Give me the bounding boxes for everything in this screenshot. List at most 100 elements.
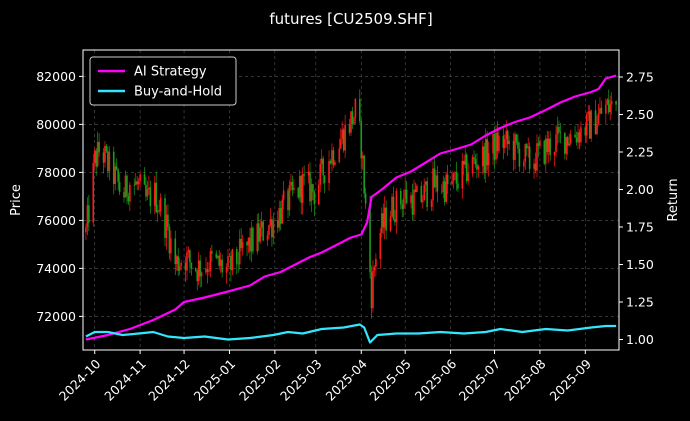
candle-body xyxy=(271,219,273,238)
plot-frame xyxy=(82,49,620,351)
candle-body xyxy=(508,140,510,145)
candle-body xyxy=(391,196,393,217)
candle-body xyxy=(168,226,171,254)
right-tick-label: 2.75 xyxy=(626,70,654,85)
candle-body xyxy=(533,163,535,169)
candle-body xyxy=(105,146,108,152)
candle-body xyxy=(177,256,179,271)
candle-body xyxy=(85,227,87,233)
candle-body xyxy=(216,255,219,258)
right-tick-label: 2.25 xyxy=(626,145,654,160)
candle-body xyxy=(597,113,600,124)
candle-body xyxy=(230,255,232,271)
candle-body xyxy=(218,255,220,266)
candle-body xyxy=(410,195,412,204)
candle-body xyxy=(167,214,169,227)
candle-body xyxy=(215,253,218,258)
candle-body xyxy=(231,249,234,271)
candle-body xyxy=(351,111,354,125)
candle-body xyxy=(298,175,301,198)
candle-body xyxy=(609,104,612,113)
right-tick-label: 1.25 xyxy=(626,295,654,310)
right-axis-label: Return xyxy=(666,178,681,221)
candle-body xyxy=(443,181,446,202)
candle-body xyxy=(440,191,443,193)
candle-body xyxy=(464,154,467,165)
candle-body xyxy=(165,214,168,238)
candle-body xyxy=(587,111,590,115)
candle-body xyxy=(452,173,455,181)
candle-body xyxy=(174,238,177,264)
candle-body xyxy=(585,114,588,136)
return-lines xyxy=(85,74,617,344)
candle-body xyxy=(549,138,551,156)
candle-body xyxy=(564,132,566,154)
candle-body xyxy=(319,163,322,185)
candle-body xyxy=(104,146,106,163)
candle-body xyxy=(238,238,241,265)
series-line-ai-strategy xyxy=(85,74,617,341)
candle-body xyxy=(228,255,231,257)
candle-body xyxy=(209,251,212,271)
candle-body xyxy=(493,134,496,160)
candle-body xyxy=(399,190,402,205)
candle-body xyxy=(129,184,131,202)
candle-body xyxy=(186,252,188,271)
candle-body xyxy=(240,238,242,248)
candle-body xyxy=(148,187,150,190)
candle-body xyxy=(514,134,516,160)
candle-body xyxy=(95,150,97,167)
candle-body xyxy=(178,266,181,271)
candle-body xyxy=(133,184,136,186)
series-line-buy-and-hold xyxy=(85,323,617,344)
candle-body xyxy=(565,137,568,154)
candle-body xyxy=(237,263,240,265)
candle-body xyxy=(369,203,371,273)
candle-body xyxy=(117,169,119,182)
candle-body xyxy=(354,98,357,118)
candle-body xyxy=(287,190,289,211)
candle-body xyxy=(155,182,158,213)
candle-body xyxy=(477,166,480,170)
candle-body xyxy=(607,99,610,113)
candle-body xyxy=(241,242,244,248)
candle-body xyxy=(256,223,259,252)
candle-body xyxy=(102,152,105,163)
candle-body xyxy=(525,144,528,149)
candle-body xyxy=(358,98,361,122)
candle-body xyxy=(269,219,272,226)
candle-body xyxy=(610,101,613,105)
candle-body xyxy=(108,151,111,172)
candle-body xyxy=(484,139,487,174)
candle-body xyxy=(605,104,607,114)
left-tick-label: 82000 xyxy=(36,69,76,84)
candle-body xyxy=(423,184,426,201)
candle-body xyxy=(235,249,238,264)
candle-body xyxy=(430,200,433,208)
candle-body xyxy=(156,210,159,213)
candle-body xyxy=(411,195,414,215)
candle-body xyxy=(505,130,508,140)
candle-body xyxy=(153,182,156,206)
left-tick-label: 72000 xyxy=(36,309,76,324)
candle-body xyxy=(98,141,100,153)
candle-body xyxy=(467,173,469,182)
candle-body xyxy=(199,260,201,277)
candle-body xyxy=(112,151,115,185)
candle-body xyxy=(331,150,333,164)
candle-body xyxy=(594,110,597,135)
candle-body xyxy=(424,181,427,185)
candle-body xyxy=(279,208,282,224)
candle-body xyxy=(146,189,149,197)
candle-body xyxy=(252,227,254,252)
candle-body xyxy=(375,258,377,267)
candle-body xyxy=(300,175,303,203)
candle-body xyxy=(194,268,197,271)
candle-body xyxy=(309,171,311,202)
candle-body xyxy=(329,160,332,164)
candle-body xyxy=(600,107,603,114)
candle-body xyxy=(553,151,556,156)
candle-body xyxy=(342,129,345,151)
candle-body xyxy=(401,204,404,209)
candle-body xyxy=(503,139,506,148)
